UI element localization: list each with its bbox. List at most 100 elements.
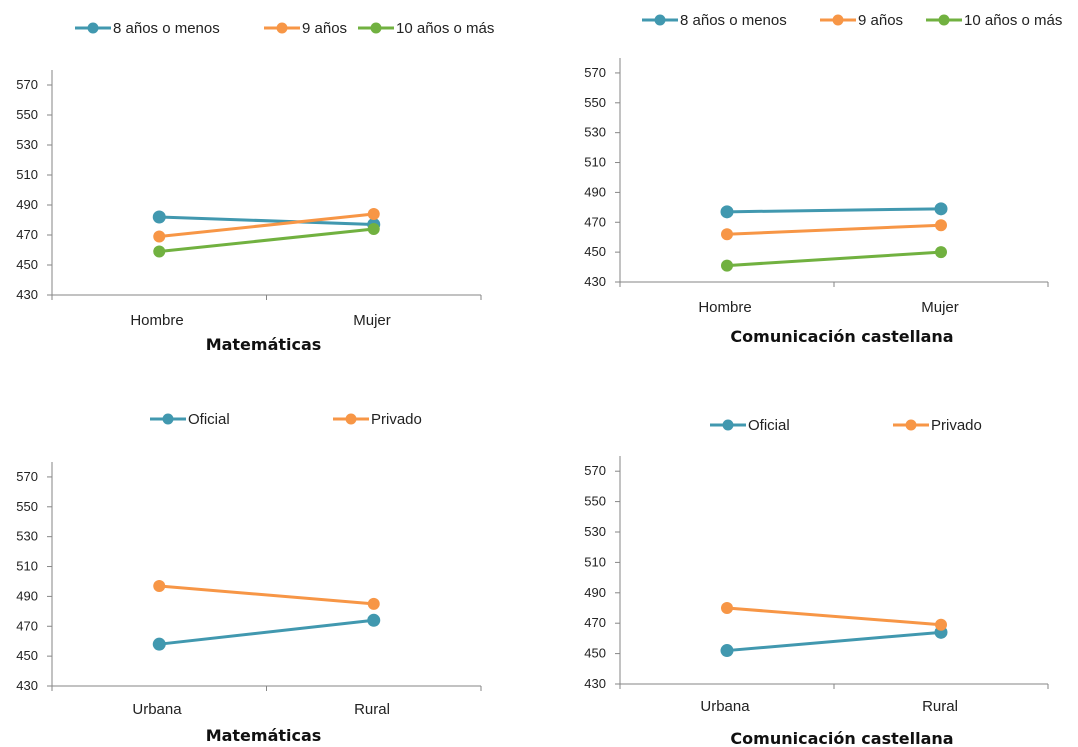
legend-swatch-marker bbox=[87, 22, 99, 34]
y-tick-label: 510 bbox=[16, 559, 38, 574]
legend-label: Oficial bbox=[748, 417, 790, 434]
series-line bbox=[726, 630, 942, 653]
legend-swatch-marker bbox=[832, 14, 844, 26]
x-tick-label: Mujer bbox=[353, 312, 391, 329]
y-tick-label: 550 bbox=[584, 95, 606, 110]
legend-label: Privado bbox=[371, 411, 422, 428]
data-point bbox=[152, 210, 166, 224]
chart-title: Matemáticas bbox=[206, 726, 322, 745]
chart-4: 430 450 470 490 510 530 550 570 Urbana Rural Comun… bbox=[584, 417, 1049, 747]
series-line bbox=[726, 250, 942, 268]
y-tick-label: 570 bbox=[584, 463, 606, 478]
y-tick-label: 550 bbox=[584, 494, 606, 509]
legend: 8 años o menos 9 años 10 años o más bbox=[75, 20, 494, 37]
y-tick-label: 430 bbox=[16, 287, 38, 302]
data-point bbox=[153, 230, 166, 243]
data-point bbox=[935, 246, 947, 259]
data-point bbox=[720, 644, 734, 658]
x-tick-label: Hombre bbox=[698, 299, 751, 316]
chart-3: 430 450 470 490 510 530 550 570 Urbana Rural Matem… bbox=[16, 411, 482, 745]
legend-label: 8 años o menos bbox=[113, 20, 220, 37]
chart-title: Matemáticas bbox=[206, 335, 322, 354]
y-tick-label: 530 bbox=[584, 524, 606, 539]
legend: Oficial Privado bbox=[710, 417, 982, 434]
data-point bbox=[934, 202, 948, 216]
legend-swatch-marker bbox=[722, 419, 734, 431]
x-tick-label: Rural bbox=[354, 701, 390, 718]
legend-swatch-marker bbox=[654, 14, 666, 26]
y-tick-label: 570 bbox=[16, 469, 38, 484]
data-point bbox=[720, 205, 734, 219]
data-point bbox=[721, 228, 733, 241]
y-tick-label: 510 bbox=[584, 155, 606, 170]
legend-label: 9 años bbox=[858, 12, 903, 29]
y-tick-label: 530 bbox=[16, 529, 38, 544]
y-tick-label: 490 bbox=[16, 588, 38, 603]
chart-title: Comunicación castellana bbox=[730, 327, 953, 346]
y-tick-label: 470 bbox=[584, 214, 606, 229]
y-tick-label: 430 bbox=[584, 676, 606, 691]
y-tick-label: 570 bbox=[16, 77, 38, 92]
y-tick-label: 530 bbox=[584, 125, 606, 140]
y-tick-label: 510 bbox=[16, 167, 38, 182]
data-point bbox=[935, 219, 947, 232]
data-point bbox=[935, 618, 947, 631]
legend-swatch-marker bbox=[905, 419, 917, 431]
legend-label: Privado bbox=[931, 417, 982, 434]
y-tick-label: 490 bbox=[16, 197, 38, 212]
series-line bbox=[159, 212, 374, 238]
y-tick-label: 450 bbox=[584, 646, 606, 661]
series-line bbox=[159, 215, 374, 226]
y-tick-label: 550 bbox=[16, 107, 38, 122]
legend: 8 años o menos 9 años 10 años o más bbox=[642, 12, 1062, 29]
data-point bbox=[367, 613, 381, 627]
series-line bbox=[726, 207, 942, 214]
y-tick-label: 570 bbox=[584, 65, 606, 80]
y-tick-label: 470 bbox=[16, 618, 38, 633]
chart-1: 430 450 470 490 510 530 550 570 Hombre Mujer Matem… bbox=[16, 20, 494, 354]
y-tick-label: 430 bbox=[584, 274, 606, 289]
legend-swatch-marker bbox=[938, 14, 950, 26]
legend-swatch-marker bbox=[276, 22, 288, 34]
series-line bbox=[159, 227, 374, 253]
legend-swatch-marker bbox=[345, 413, 357, 425]
data-point bbox=[153, 579, 166, 592]
legend-label: 10 años o más bbox=[964, 12, 1062, 29]
y-tick-label: 450 bbox=[584, 244, 606, 259]
y-tick-label: 510 bbox=[584, 554, 606, 569]
x-tick-label: Urbana bbox=[132, 701, 182, 718]
x-tick-label: Urbana bbox=[700, 698, 750, 715]
legend: Oficial Privado bbox=[150, 411, 422, 428]
chart-2: 430 450 470 490 510 530 550 570 Hombre Mujer Comun… bbox=[584, 12, 1062, 346]
series-line bbox=[726, 606, 942, 627]
legend-swatch-marker bbox=[162, 413, 174, 425]
chart-title: Comunicación castellana bbox=[730, 729, 953, 747]
y-tick-label: 490 bbox=[584, 184, 606, 199]
x-tick-label: Rural bbox=[922, 698, 958, 715]
data-point bbox=[153, 245, 166, 258]
y-tick-label: 450 bbox=[16, 648, 38, 663]
data-point bbox=[721, 602, 733, 614]
data-point bbox=[367, 223, 380, 235]
series-line bbox=[159, 618, 374, 646]
y-tick-label: 430 bbox=[16, 678, 38, 693]
y-tick-label: 530 bbox=[16, 137, 38, 152]
series-line bbox=[159, 584, 374, 606]
data-point bbox=[367, 597, 380, 610]
y-tick-label: 550 bbox=[16, 499, 38, 514]
data-point bbox=[152, 637, 166, 651]
series-line bbox=[726, 223, 942, 236]
legend-label: Oficial bbox=[188, 411, 230, 428]
legend-label: 9 años bbox=[302, 20, 347, 37]
data-point bbox=[721, 259, 733, 272]
legend-label: 10 años o más bbox=[396, 20, 494, 37]
y-tick-label: 490 bbox=[584, 585, 606, 600]
x-tick-label: Mujer bbox=[921, 299, 959, 316]
legend-swatch-marker bbox=[370, 22, 382, 34]
x-tick-label: Hombre bbox=[130, 312, 183, 329]
y-tick-label: 470 bbox=[584, 615, 606, 630]
y-tick-label: 470 bbox=[16, 227, 38, 242]
legend-label: 8 años o menos bbox=[680, 12, 787, 29]
